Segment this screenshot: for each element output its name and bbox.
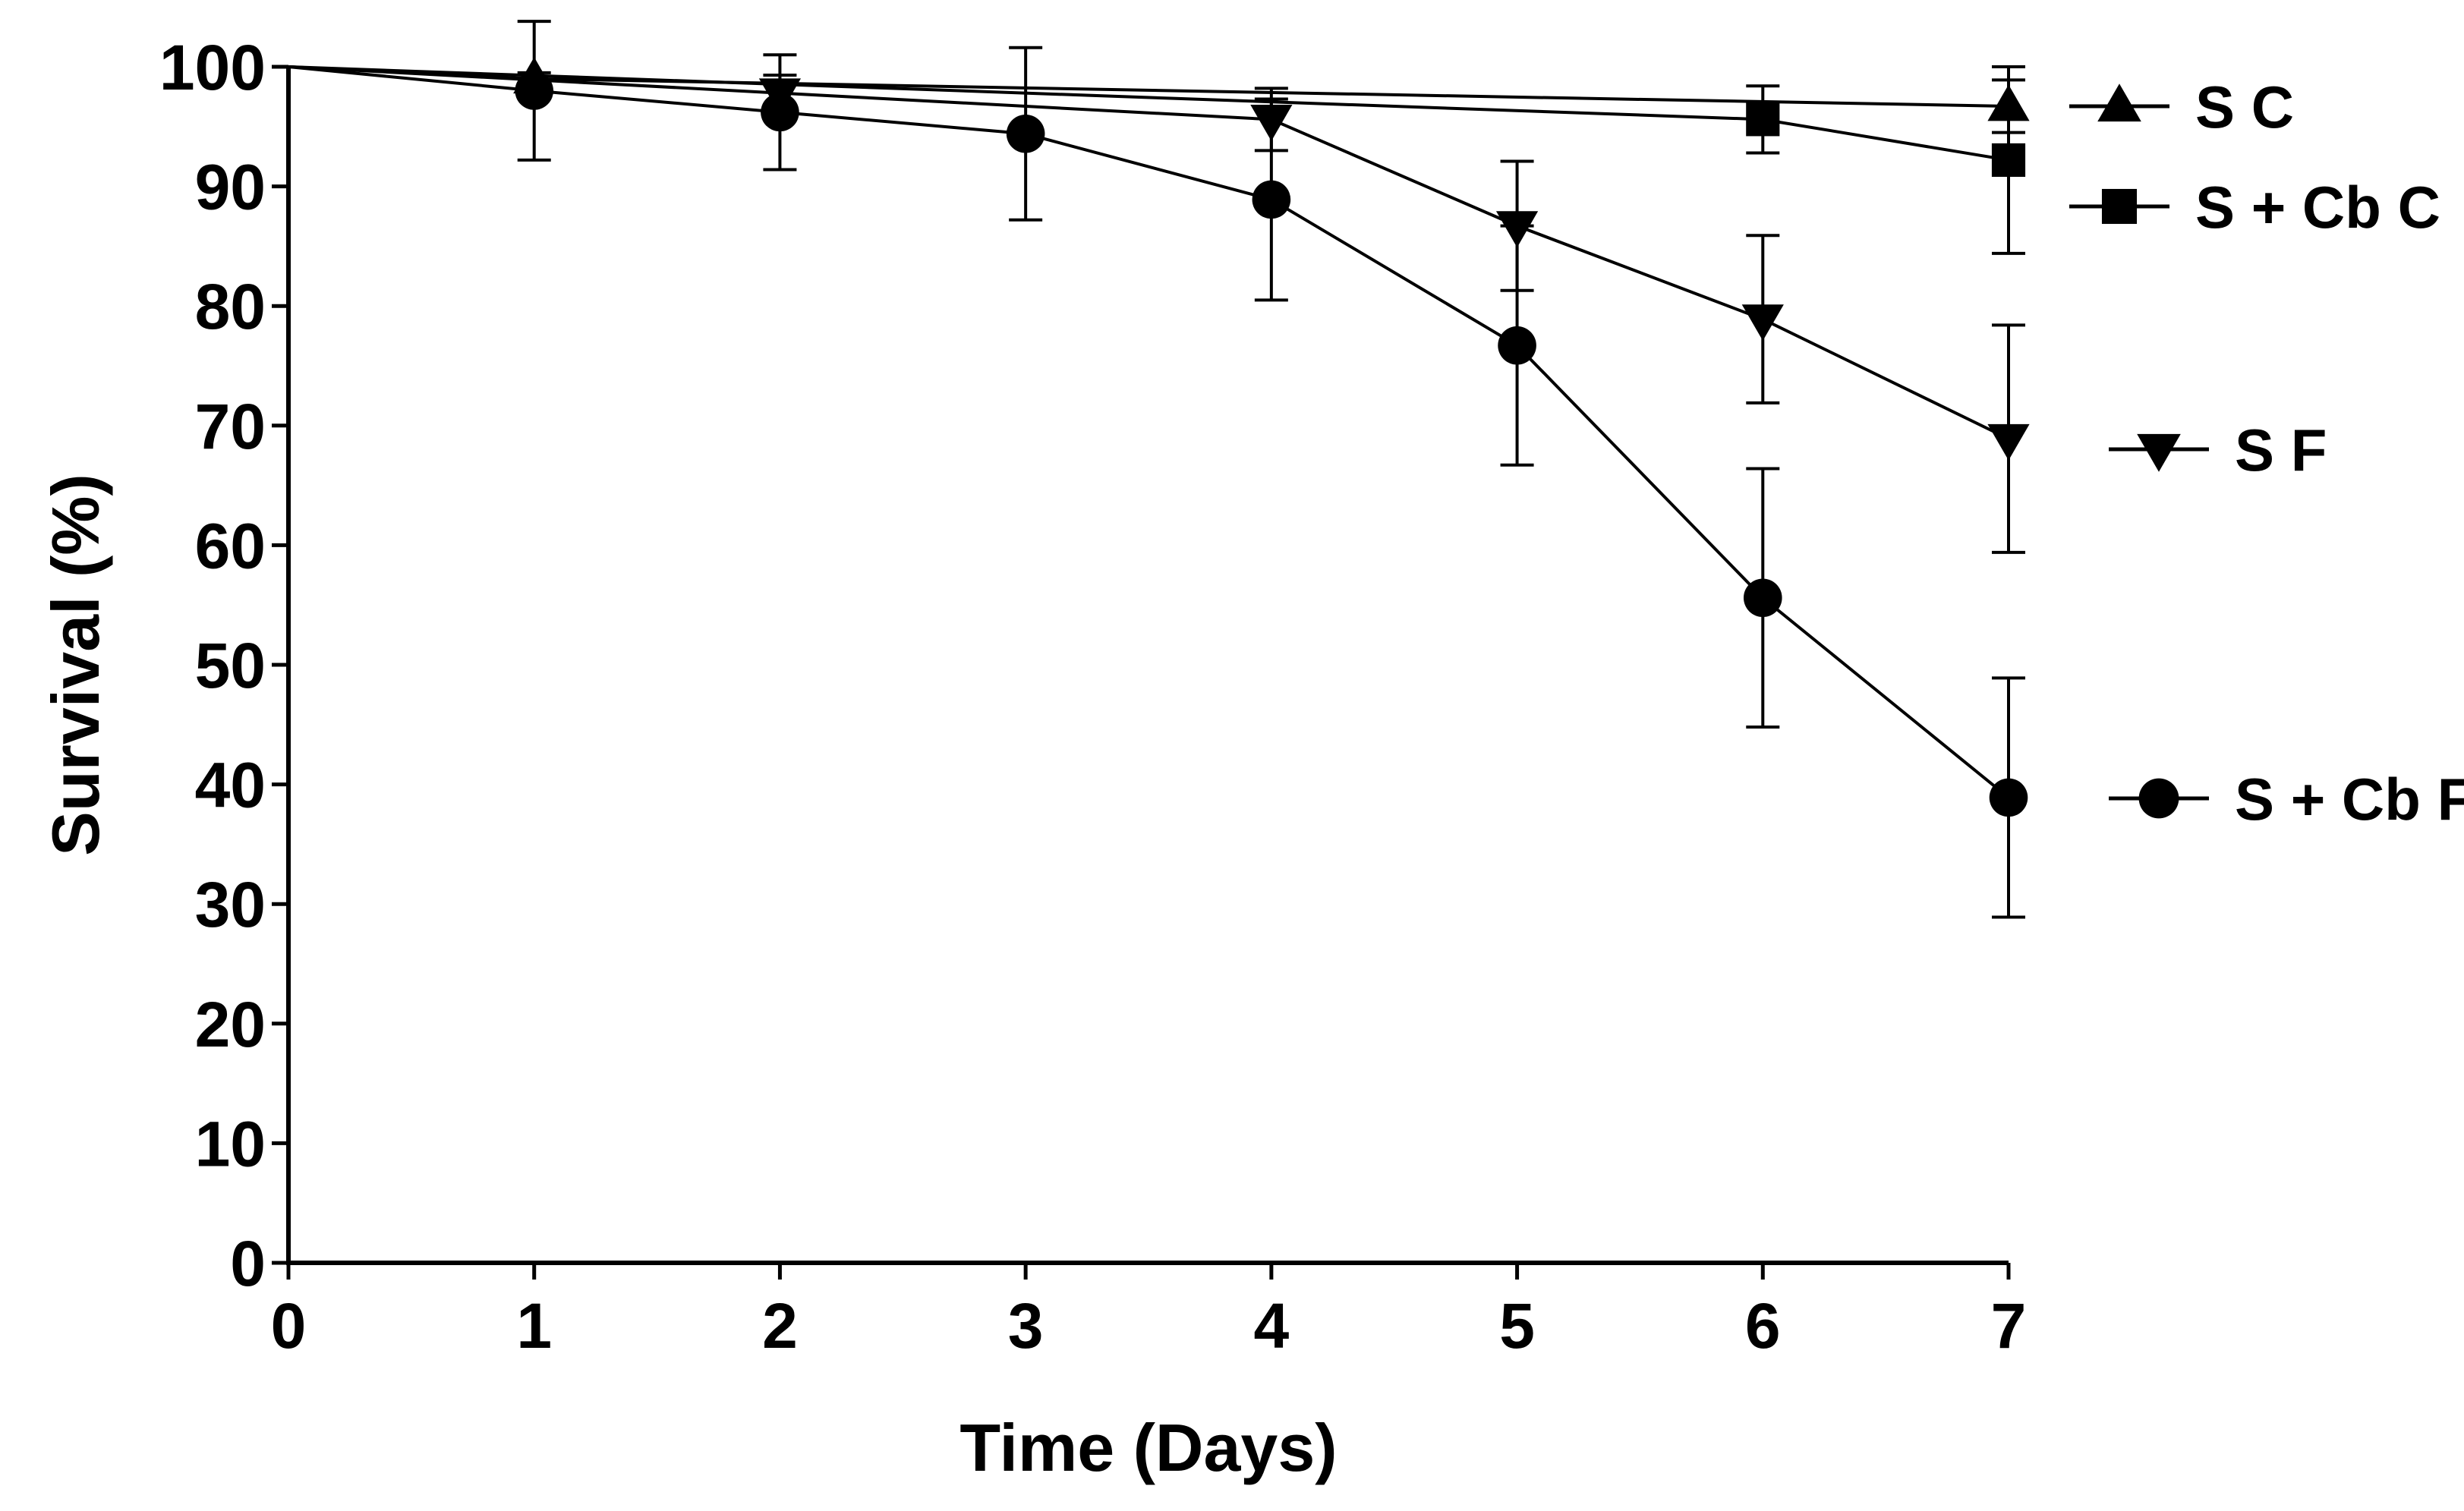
data-point [1746, 102, 1780, 137]
x-tick-label: 1 [516, 1290, 552, 1361]
y-tick-label: 70 [195, 391, 266, 462]
legend-label: S + Cb F [2235, 766, 2464, 833]
legend-label: S F [2235, 417, 2327, 483]
y-tick-label: 20 [195, 989, 266, 1060]
series-s-cb-f [288, 20, 2028, 919]
x-tick-label: 2 [762, 1290, 798, 1361]
data-point [761, 93, 799, 132]
y-tick-label: 0 [230, 1228, 266, 1299]
y-tick-label: 90 [195, 152, 266, 223]
data-point [515, 71, 554, 110]
x-tick-label: 7 [1991, 1290, 2027, 1361]
y-tick-label: 50 [195, 630, 266, 701]
data-point [1252, 180, 1291, 219]
data-point [1498, 326, 1536, 365]
data-point [1741, 304, 1784, 342]
legend: S C S + Cb C S F S + Cb F [2069, 74, 2464, 833]
series-line [288, 65, 2009, 440]
y-tick-label: 60 [195, 510, 266, 581]
y-tick-label: 30 [195, 869, 266, 940]
series-s-f [288, 65, 2030, 554]
axes [286, 67, 2009, 1265]
legend-marker [2138, 778, 2179, 819]
series-line [288, 65, 2010, 799]
data-point [1006, 114, 1045, 153]
legend-marker [2097, 83, 2141, 122]
y-tick-label: 10 [195, 1108, 266, 1179]
y-tick-label: 80 [195, 271, 266, 342]
legend-item-s-cb-f: S + Cb F [2109, 766, 2464, 833]
legend-marker [2137, 433, 2181, 472]
x-tick-label: 4 [1253, 1290, 1289, 1361]
y-tick-label: 40 [195, 750, 266, 821]
y-axis-ticks: 0 10 20 30 40 50 60 70 80 90 100 [159, 32, 288, 1299]
y-tick-label: 100 [159, 32, 266, 103]
data-point [1991, 143, 2026, 178]
x-axis-title: Time (Days) [959, 1410, 1337, 1485]
x-axis-ticks: 0 1 2 3 4 5 6 7 [271, 1263, 2027, 1361]
y-axis-title: Survival (%) [38, 474, 113, 856]
legend-item-s-cb-c: S + Cb C [2069, 174, 2440, 241]
legend-item-s-c: S C [2069, 74, 2294, 140]
x-tick-label: 6 [1745, 1290, 1781, 1361]
legend-label: S + Cb C [2195, 174, 2440, 241]
legend-marker [2101, 188, 2138, 225]
legend-label: S C [2195, 74, 2294, 140]
data-point [1743, 578, 1782, 618]
x-tick-label: 0 [271, 1290, 307, 1361]
data-point [1987, 423, 2030, 461]
series-layer [288, 20, 2030, 919]
legend-item-s-f: S F [2109, 417, 2327, 483]
x-tick-label: 3 [1008, 1290, 1044, 1361]
data-point [1989, 778, 2028, 817]
x-tick-label: 5 [1499, 1290, 1535, 1361]
